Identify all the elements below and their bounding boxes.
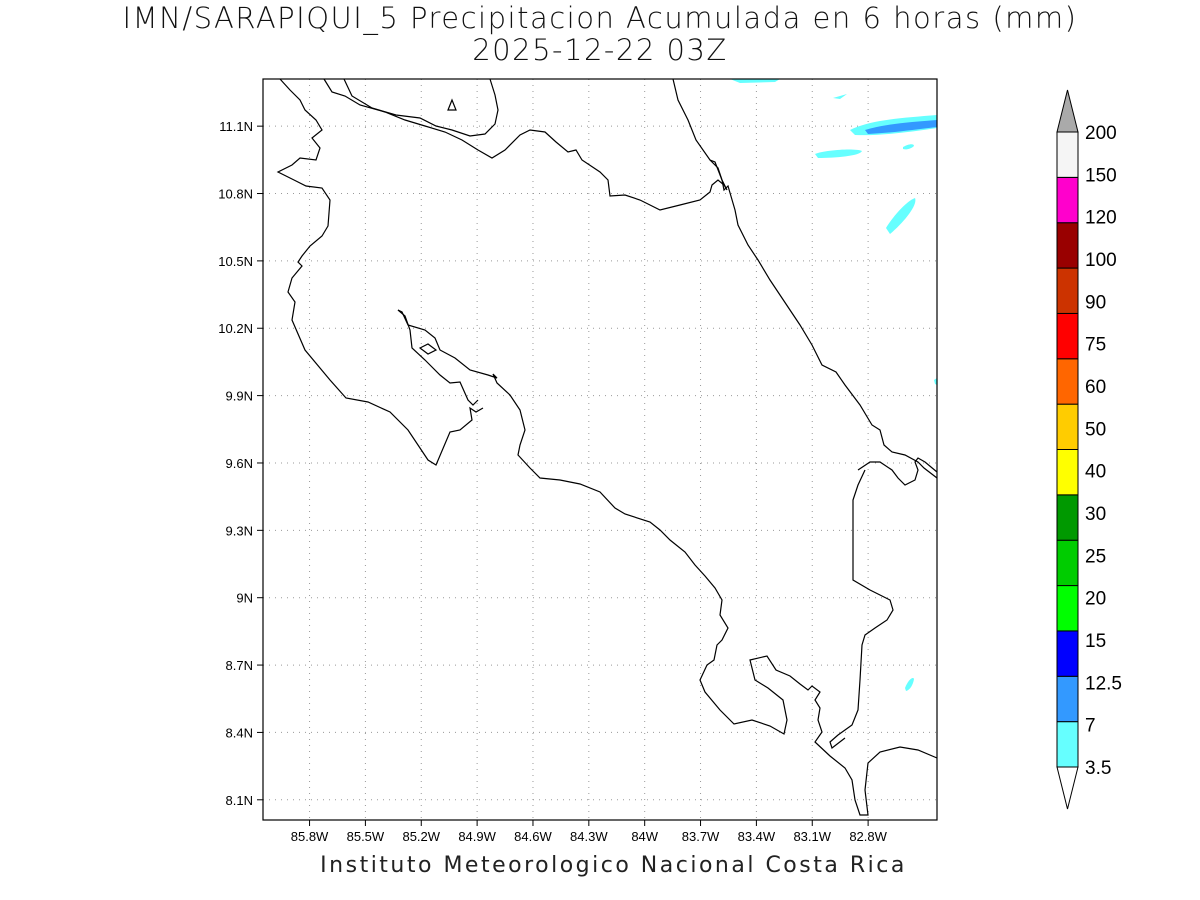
y-tick-label: 10.2N: [218, 321, 253, 336]
y-tick-label: 10.8N: [218, 187, 253, 202]
colorbar-box: [1056, 675, 1079, 723]
colorbar-label: 3.5: [1085, 758, 1111, 779]
island-small: [447, 98, 457, 111]
x-tick-label: 83.1W: [793, 829, 831, 844]
y-tick-label: 11.1N: [219, 119, 253, 134]
colorbar-label: 120: [1085, 208, 1117, 229]
map-title: IMN/SARAPIQUI_5 Precipitacion Acumulada …: [122, 1, 1078, 35]
y-tick-label: 8.4N: [226, 725, 253, 740]
x-tick-label: 85.8W: [291, 829, 329, 844]
precipitation-areas: [730, 79, 937, 691]
map-datetime: 2025-12-22 03Z: [472, 33, 728, 67]
colorbar-box: [1056, 539, 1079, 587]
colorbar-box: [1056, 176, 1079, 224]
y-tick-label: 10.5N: [218, 254, 253, 269]
map-footer: Instituto Meteorologico Nacional Costa R…: [320, 853, 907, 878]
colorbar-arrow-high: [1056, 89, 1079, 133]
colorbar-box: [1056, 630, 1079, 677]
x-tick-label: 83.4W: [738, 829, 776, 844]
colorbar-label: 50: [1085, 419, 1106, 440]
pacific-coast-north: [276, 78, 484, 466]
x-tick-label: 84W: [631, 829, 658, 844]
precip-patch-ne3: [903, 144, 914, 150]
colorbar-label: 12.5: [1085, 673, 1122, 694]
precip-patch-e: [934, 378, 937, 385]
x-tick-label: 84.6W: [514, 829, 552, 844]
colorbar-label: 60: [1085, 377, 1106, 398]
y-tick-label: 9N: [236, 591, 253, 606]
y-tick-label: 9.9N: [226, 389, 253, 404]
island-chira: [418, 343, 438, 355]
coastlines: [276, 78, 938, 816]
colorbar-box: [1056, 494, 1079, 541]
caribbean-coast: [672, 78, 938, 479]
y-tick-label: 8.1N: [226, 793, 253, 808]
colorbar-label: 75: [1085, 335, 1106, 356]
colorbar-box: [1056, 403, 1079, 450]
map-gridlines: [263, 79, 937, 820]
colorbar: 3.5 7 12.5 15 20 25 30 40 50 60 75 90 100 120 150 200: [1056, 89, 1122, 810]
x-tick-label: 84.9W: [458, 829, 496, 844]
colorbar-label: 25: [1085, 546, 1106, 567]
colorbar-label: 20: [1085, 589, 1106, 610]
x-axis: 85.8W 85.5W 85.2W 84.9W 84.6W 84.3W 84W 83.7W 83…: [291, 820, 888, 844]
colorbar-label: 15: [1085, 631, 1106, 652]
x-tick-label: 83.7W: [682, 829, 720, 844]
y-axis: 11.1N 10.8N 10.5N 10.2N 9.9N 9.6N 9.3N 9N 8.7N 8.…: [218, 119, 263, 808]
precip-patch-nw: [833, 94, 847, 99]
colorbar-label: 90: [1085, 292, 1106, 313]
colorbar-box: [1056, 449, 1079, 496]
x-tick-label: 85.2W: [402, 829, 440, 844]
colorbar-label: 30: [1085, 504, 1106, 525]
colorbar-label: 200: [1085, 123, 1117, 144]
nicaragua-north-coast: [343, 78, 499, 137]
colorbar-label: 150: [1085, 165, 1117, 186]
precip-patch-se: [905, 678, 914, 691]
precip-patch-ne4: [886, 198, 916, 234]
colorbar-label: 100: [1085, 250, 1117, 271]
colorbar-box: [1056, 358, 1079, 405]
colorbar-box: [1056, 131, 1079, 178]
precip-patch-ne-core: [865, 120, 937, 134]
x-tick-label: 85.5W: [347, 829, 385, 844]
colorbar-arrow-low: [1056, 766, 1079, 810]
x-tick-label: 84.3W: [570, 829, 608, 844]
colorbar-label: 40: [1085, 462, 1106, 483]
map-frame: [262, 78, 938, 821]
colorbar-box: [1056, 585, 1079, 632]
panama-border-south: [829, 469, 894, 749]
gulf-coast-inner: [397, 309, 938, 816]
colorbar-label: 7: [1085, 716, 1096, 737]
nicaragua-lake-coast: [323, 78, 728, 211]
precip-patch-top: [730, 79, 780, 83]
colorbar-box: [1056, 312, 1079, 360]
y-tick-label: 9.6N: [226, 456, 253, 471]
colorbar-box: [1056, 721, 1079, 768]
panama-border: [857, 457, 938, 486]
y-tick-label: 8.7N: [226, 658, 253, 673]
precip-patch-ne2: [815, 149, 862, 158]
x-tick-label: 82.8W: [849, 829, 887, 844]
colorbar-box: [1056, 222, 1079, 269]
colorbar-box: [1056, 267, 1079, 314]
y-tick-label: 9.3N: [226, 523, 253, 538]
map-background: [263, 79, 937, 820]
